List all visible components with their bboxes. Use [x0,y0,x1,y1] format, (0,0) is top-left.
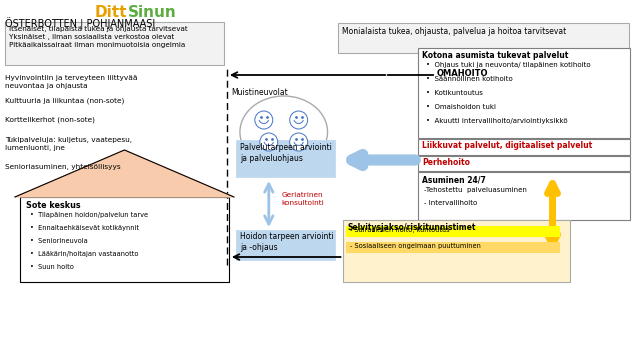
Text: - Sairauksien hoito, kuntoutus: - Sairauksien hoito, kuntoutus [351,227,450,233]
Text: •  Seniorineuvola: • Seniorineuvola [30,238,88,244]
Text: Ditt: Ditt [95,5,127,20]
FancyBboxPatch shape [236,140,335,177]
Text: Kotona asumista tukevat palvelut: Kotona asumista tukevat palvelut [422,51,568,60]
Text: Itsenäiset, tilapäistä tukea ja ohjausta tarvitsevat
Yksinäiset , ilman sosiaali: Itsenäiset, tilapäistä tukea ja ohjausta… [9,26,188,48]
Text: Perhehoito: Perhehoito [422,158,470,167]
FancyBboxPatch shape [433,67,500,82]
Text: OMAHOITO: OMAHOITO [437,69,488,78]
Text: •  Omaishoidon tuki: • Omaishoidon tuki [426,104,496,110]
Text: Muistineuvolat: Muistineuvolat [231,88,288,97]
Text: - Sosiaaliseen ongelmaan puuttuminen: - Sosiaaliseen ongelmaan puuttuminen [351,243,481,249]
FancyBboxPatch shape [346,226,561,237]
FancyBboxPatch shape [344,220,570,282]
Text: •  Akuutti intervallihoito/arviointiyksikkö: • Akuutti intervallihoito/arviointiyksik… [426,118,568,124]
Text: Palvelutarpeen arviointi
ja palveluohjaus: Palvelutarpeen arviointi ja palveluohjau… [240,143,332,163]
Text: •  Ennaltaehkäisevät kotikäynnit: • Ennaltaehkäisevät kotikäynnit [30,225,139,231]
Text: Hoidon tarpeen arviointi
ja -ohjaus: Hoidon tarpeen arviointi ja -ohjaus [240,232,333,252]
FancyBboxPatch shape [339,23,629,53]
Polygon shape [15,150,234,197]
Text: •  Tilapäinen hoidon/palvelun tarve: • Tilapäinen hoidon/palvelun tarve [30,212,148,218]
FancyBboxPatch shape [418,156,630,171]
Circle shape [260,133,278,151]
Text: ÖSTERBOTTEN | POHJANMAASI: ÖSTERBOTTEN | POHJANMAASI [5,18,156,30]
Text: - Intervallihoito: - Intervallihoito [424,200,477,206]
FancyBboxPatch shape [236,230,335,260]
FancyBboxPatch shape [20,197,229,282]
Text: Korttelikerhot (non-sote): Korttelikerhot (non-sote) [5,116,95,122]
FancyBboxPatch shape [346,242,561,253]
Text: •  Suun hoito: • Suun hoito [30,264,74,270]
Text: •  Säännöllinen kotihoito: • Säännöllinen kotihoito [426,76,513,82]
Circle shape [290,111,308,129]
Text: -Tehostettu  palveluasuminen: -Tehostettu palveluasuminen [424,187,527,193]
Text: Sinun: Sinun [127,5,176,20]
FancyBboxPatch shape [418,48,630,138]
Text: Geriatrinen
konsultointi: Geriatrinen konsultointi [282,192,324,206]
Ellipse shape [240,96,328,168]
Text: Monialaista tukea, ohjausta, palvelua ja hoitoa tarvitsevat: Monialaista tukea, ohjausta, palvelua ja… [342,27,566,36]
Text: •  Lääkärin/hoitajan vastaanotto: • Lääkärin/hoitajan vastaanotto [30,251,138,257]
Text: Kulttuuria ja liikuntaa (non-sote): Kulttuuria ja liikuntaa (non-sote) [5,97,124,104]
FancyBboxPatch shape [5,22,224,65]
Text: Liikkuvat palvelut, digitaaliset palvelut: Liikkuvat palvelut, digitaaliset palvelu… [422,141,593,150]
Text: Hyvinvointiin ja terveyteen liittyvää
neuvontaa ja ohjausta: Hyvinvointiin ja terveyteen liittyvää ne… [5,75,138,89]
Circle shape [290,133,308,151]
Circle shape [255,111,273,129]
Text: Tukipalveluja: kuljetus, vaatepesu,
lumenluonti, jne: Tukipalveluja: kuljetus, vaatepesu, lume… [5,137,132,151]
FancyBboxPatch shape [418,172,630,220]
Text: Selvitysjakso/riskitunnistimet: Selvitysjakso/riskitunnistimet [348,223,476,232]
Text: Asuminen 24/7: Asuminen 24/7 [422,175,486,184]
Text: Sote keskus: Sote keskus [26,201,81,210]
Text: •  Ohjaus tuki ja neuvonta/ tilapäinen kotihoito: • Ohjaus tuki ja neuvonta/ tilapäinen ko… [426,62,591,68]
Text: •  Kotikuntoutus: • Kotikuntoutus [426,90,483,96]
Text: Senioriasuminen, yhteisöllisyys: Senioriasuminen, yhteisöllisyys [5,164,120,170]
FancyBboxPatch shape [418,139,630,155]
